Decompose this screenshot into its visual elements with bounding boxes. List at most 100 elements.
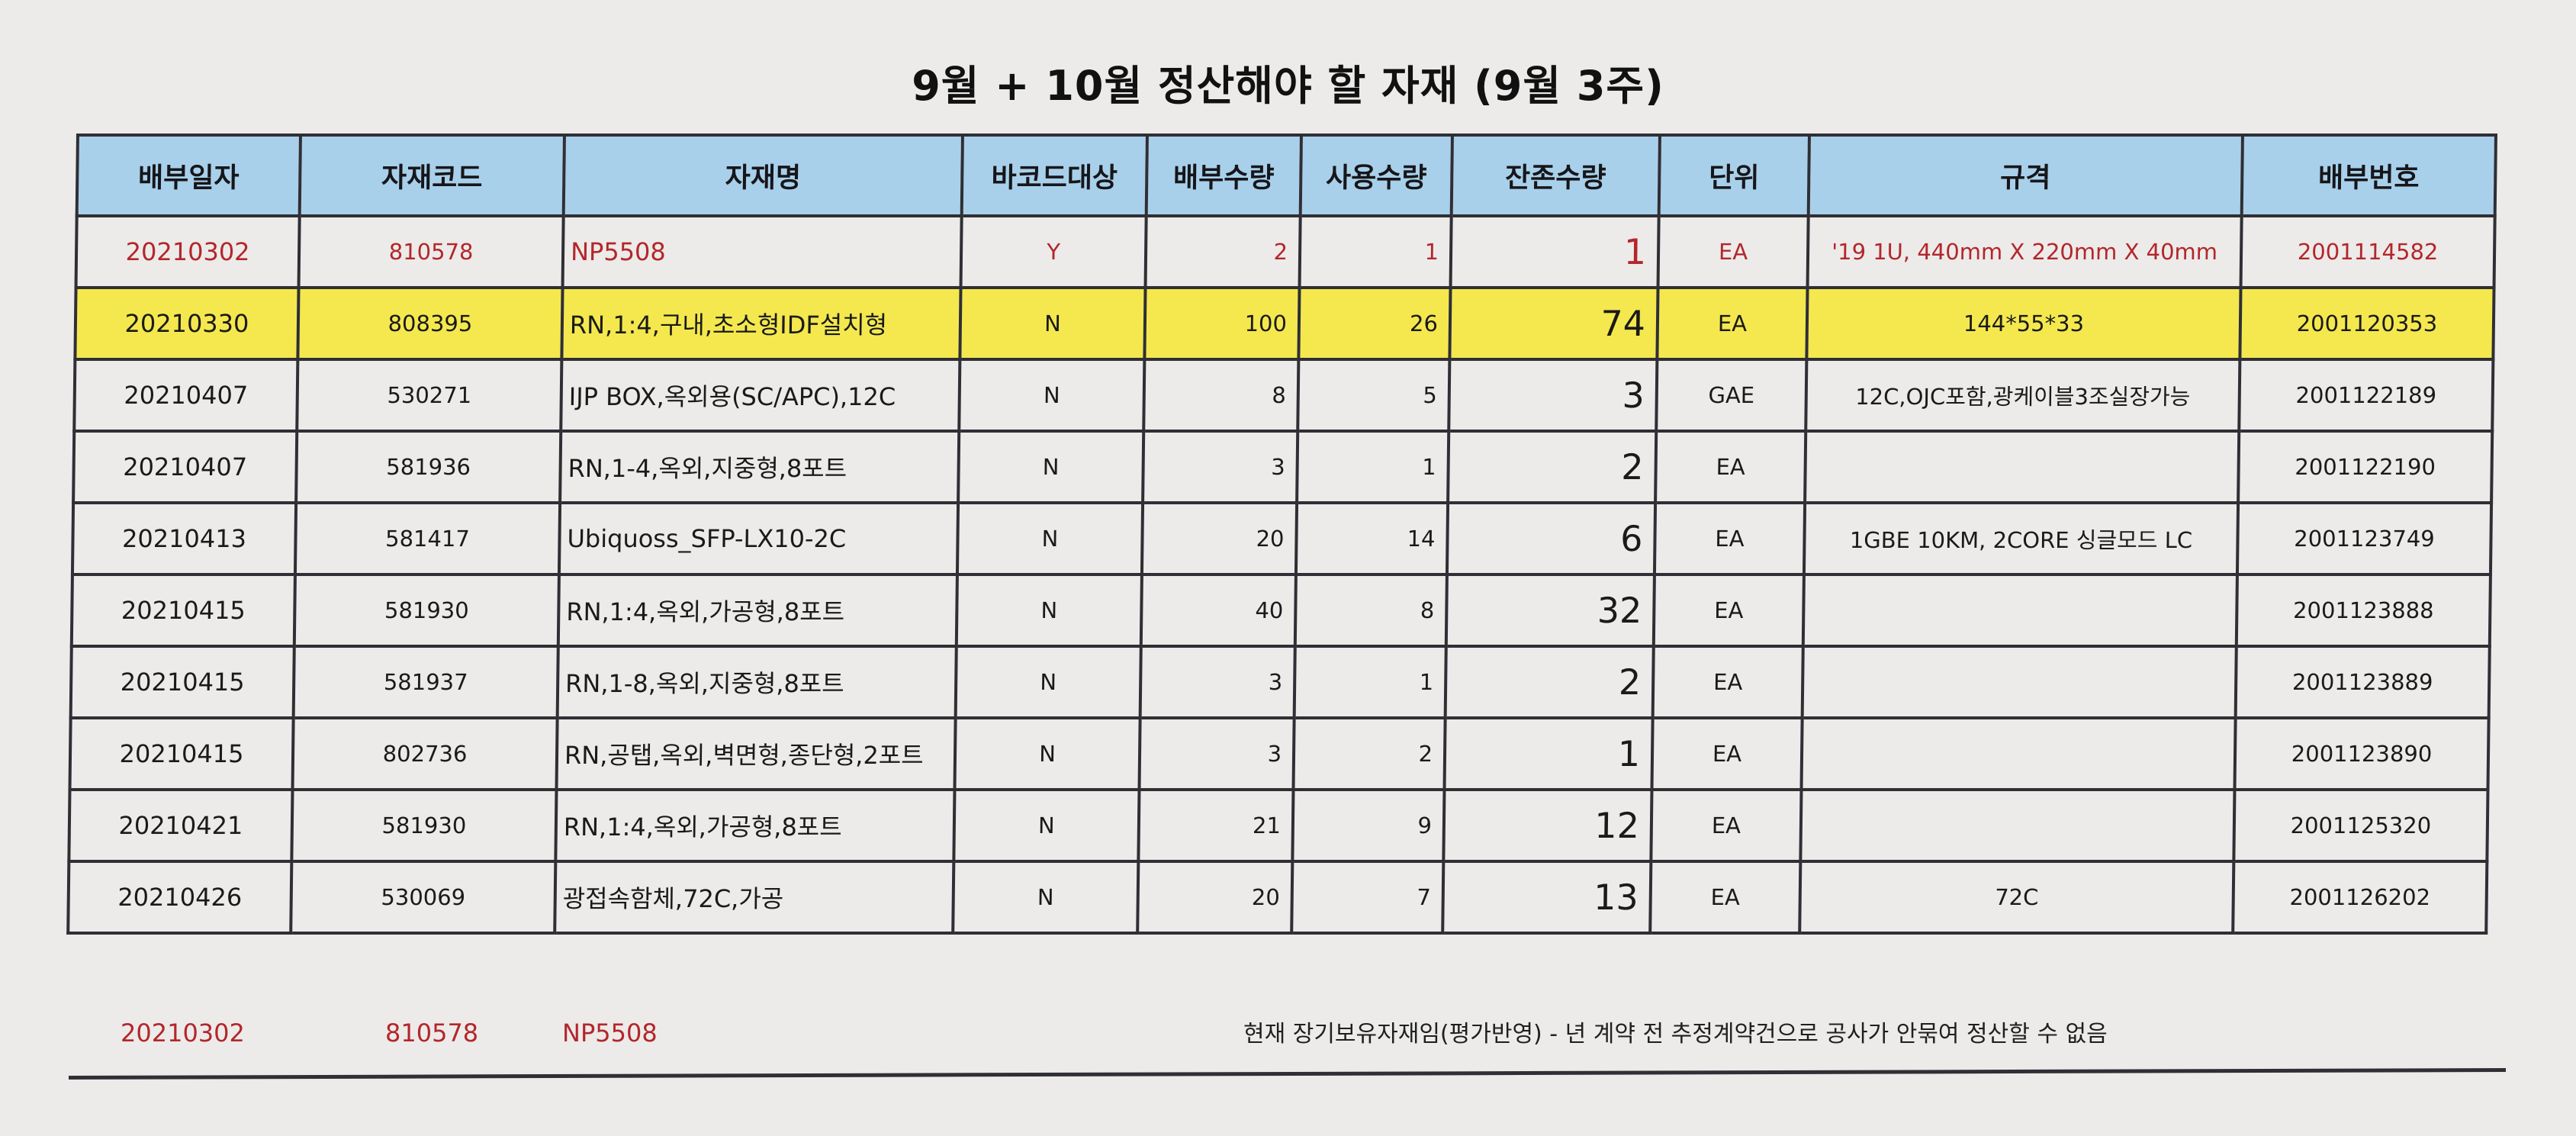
table-row: 20210413 581417 Ubiquoss_SFP-LX10-2C N 20 14 6… — [72, 503, 2492, 574]
cell-name: RN,1:4,옥외,가공형,8포트 — [558, 574, 957, 646]
cell-code: 581417 — [294, 503, 561, 574]
cell-remaining: 2 — [1445, 646, 1654, 718]
cell-barcode: N — [959, 359, 1145, 431]
cell-code: 581930 — [291, 790, 557, 861]
table-row: 20210415 581937 RN,1-8,옥외,지중형,8포트 N 3 1 2 EA 200… — [70, 646, 2490, 718]
cell-code: 802736 — [292, 718, 558, 790]
cell-date: 20210415 — [69, 718, 294, 790]
cell-date: 20210415 — [71, 574, 295, 646]
cell-date: 20210407 — [73, 431, 297, 503]
cell-name: RN,공탭,옥외,벽면형,종단형,2포트 — [556, 718, 956, 790]
cell-barcode: N — [953, 861, 1139, 933]
cell-spec: 72C — [1799, 861, 2234, 933]
cell-used: 9 — [1292, 790, 1445, 861]
cell-remaining: 3 — [1449, 359, 1658, 431]
cell-unit: EA — [1653, 574, 1804, 646]
cell-issued: 20 — [1137, 861, 1293, 933]
cell-spec — [1800, 790, 2235, 861]
cell-used: 5 — [1298, 359, 1450, 431]
cell-remaining: 6 — [1446, 503, 1656, 574]
cell-issued: 100 — [1144, 288, 1300, 359]
cell-used: 2 — [1293, 718, 1446, 790]
cell-code: 581930 — [294, 574, 559, 646]
cell-spec — [1802, 646, 2237, 718]
cell-code: 810578 — [298, 216, 564, 288]
material-table: 배부일자 자재코드 자재명 바코드대상 배부수량 사용수량 잔존수량 단위 규격… — [66, 134, 2497, 935]
cell-barcode: N — [957, 503, 1143, 574]
cell-issued: 3 — [1140, 646, 1295, 718]
footer-date: 20210302 — [121, 1019, 245, 1048]
header-used: 사용수량 — [1300, 135, 1452, 216]
cell-name: IJP BOX,옥외용(SC/APC),12C — [561, 359, 960, 431]
header-row: 배부일자 자재코드 자재명 바코드대상 배부수량 사용수량 잔존수량 단위 규격… — [76, 135, 2496, 216]
cell-name: RN,1-4,옥외,지중형,8포트 — [560, 431, 960, 503]
cell-date: 20210330 — [75, 288, 299, 359]
cell-spec: 1GBE 10KM, 2CORE 싱글모드 LC — [1803, 503, 2239, 574]
footer-code: 810578 — [385, 1019, 479, 1048]
cell-remaining: 32 — [1446, 574, 1655, 646]
cell-barcode: N — [954, 790, 1140, 861]
cell-number: 2001125320 — [2233, 790, 2488, 861]
cell-date: 20210302 — [76, 216, 300, 288]
cell-issued: 40 — [1140, 574, 1296, 646]
table-row: 20210330 808395 RN,1:4,구내,초소형IDF설치형 N 100 26 7… — [75, 288, 2494, 359]
cell-date: 20210413 — [72, 503, 297, 574]
header-name: 자재명 — [563, 135, 963, 216]
cell-number: 2001122189 — [2239, 359, 2494, 431]
cell-name: Ubiquoss_SFP-LX10-2C — [558, 503, 959, 574]
cell-used: 14 — [1295, 503, 1449, 574]
cell-remaining: 1 — [1450, 216, 1659, 288]
cell-barcode: Y — [960, 216, 1146, 288]
cell-used: 26 — [1298, 288, 1451, 359]
table-row: 20210426 530069 광접속함체,72C,가공 N 20 7 13 EA 72C 200… — [68, 861, 2488, 933]
cell-barcode: N — [954, 718, 1140, 790]
cell-date: 20210407 — [74, 359, 298, 431]
cell-barcode: N — [956, 574, 1142, 646]
cell-barcode: N — [955, 646, 1141, 718]
bottom-rule — [69, 1067, 2507, 1080]
cell-code: 581937 — [293, 646, 558, 718]
table-row: 20210302 810578 NP5508 Y 2 1 1 EA '19 1U, 440mm … — [76, 216, 2495, 288]
header-remaining: 잔존수량 — [1451, 135, 1660, 216]
cell-code: 808395 — [297, 288, 563, 359]
cell-number: 2001123888 — [2236, 574, 2491, 646]
cell-issued: 21 — [1138, 790, 1294, 861]
header-date: 배부일자 — [76, 135, 301, 216]
cell-number: 2001123890 — [2234, 718, 2489, 790]
cell-number: 2001126202 — [2233, 861, 2488, 933]
header-unit: 단위 — [1658, 135, 1809, 216]
cell-issued: 3 — [1139, 718, 1294, 790]
table-row: 20210415 581930 RN,1:4,옥외,가공형,8포트 N 40 8 32 EA 2… — [71, 574, 2491, 646]
cell-used: 7 — [1291, 861, 1444, 933]
header-issued: 배부수량 — [1146, 135, 1301, 216]
cell-spec: 144*55*33 — [1806, 288, 2241, 359]
cell-used: 1 — [1294, 646, 1446, 718]
cell-date: 20210421 — [69, 790, 293, 861]
header-number: 배부번호 — [2241, 135, 2496, 216]
cell-name: RN,1:4,옥외,가공형,8포트 — [555, 790, 955, 861]
cell-number: 2001123889 — [2235, 646, 2490, 718]
cell-unit: EA — [1652, 646, 1803, 718]
cell-code: 530069 — [291, 861, 556, 933]
header-code: 자재코드 — [299, 135, 564, 216]
cell-number: 2001120353 — [2240, 288, 2494, 359]
cell-used: 1 — [1299, 216, 1452, 288]
cell-issued: 2 — [1145, 216, 1301, 288]
cell-spec: 12C,OJC포함,광케이블3조실장가능 — [1806, 359, 2240, 431]
cell-spec — [1805, 431, 2240, 503]
cell-unit: EA — [1654, 503, 1806, 574]
cell-barcode: N — [960, 288, 1146, 359]
cell-number: 2001122190 — [2238, 431, 2493, 503]
cell-unit: EA — [1650, 861, 1801, 933]
cell-code: 581936 — [296, 431, 561, 503]
cell-issued: 8 — [1143, 359, 1299, 431]
cell-unit: EA — [1657, 288, 1808, 359]
cell-unit: EA — [1655, 431, 1806, 503]
cell-name: NP5508 — [562, 216, 962, 288]
cell-unit: GAE — [1656, 359, 1807, 431]
header-barcode: 바코드대상 — [961, 135, 1147, 216]
footer-note: 현재 장기보유자재임(평가반영) - 년 계약 전 추정계약건으로 공사가 안묶… — [1243, 1021, 2108, 1048]
cell-spec: '19 1U, 440mm X 220mm X 40mm — [1807, 216, 2242, 288]
cell-name: RN,1-8,옥외,지중형,8포트 — [557, 646, 957, 718]
